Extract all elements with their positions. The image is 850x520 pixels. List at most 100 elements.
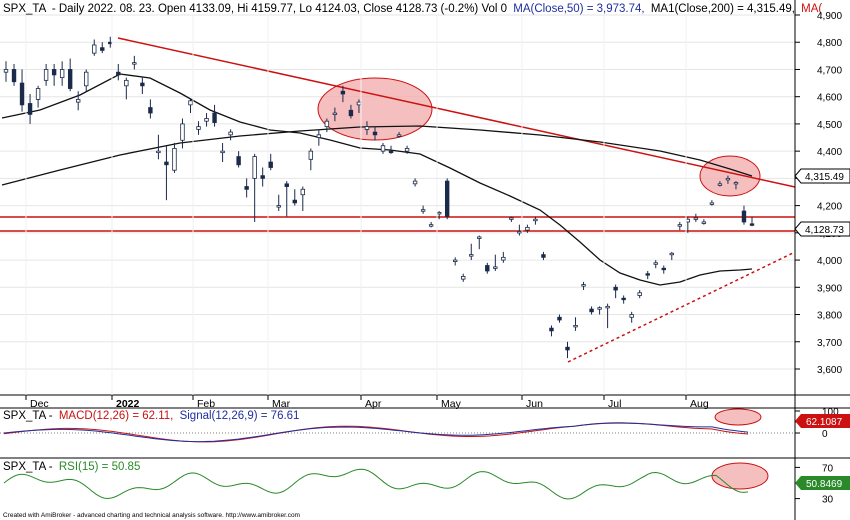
- svg-text:SPX_TA - RSI(15) = 50.85: SPX_TA - RSI(15) = 50.85: [3, 461, 140, 473]
- close-price-tag: 4,128.73: [794, 221, 850, 237]
- candle-body: [75, 99, 81, 103]
- candle-body: [11, 69, 17, 83]
- candle-body: [501, 256, 506, 261]
- candle-body: [589, 308, 594, 313]
- candle: [67, 58, 73, 92]
- candle-body: [605, 305, 610, 309]
- moving-averages: [1, 73, 753, 286]
- candle: [188, 99, 193, 114]
- month-label: 2022: [116, 398, 140, 410]
- rsi-axis-label: 30: [822, 495, 834, 506]
- candle-body: [236, 156, 241, 166]
- candle: [444, 178, 450, 220]
- candle-body: [300, 188, 305, 196]
- candle: [477, 235, 482, 250]
- candle: [364, 121, 370, 135]
- candle-body: [693, 217, 699, 220]
- candle: [332, 107, 338, 122]
- candle: [613, 284, 618, 299]
- candle-body: [92, 44, 97, 54]
- candle: [164, 145, 169, 201]
- price-axis-label: 4,900: [817, 11, 842, 22]
- candle-body: [581, 284, 586, 287]
- price-axis-label: 4,000: [817, 256, 842, 267]
- candle: [260, 167, 265, 187]
- candle-body: [292, 199, 297, 204]
- candle-body: [380, 145, 386, 152]
- candle: [709, 200, 715, 206]
- candle-body: [140, 82, 145, 87]
- highlight-ellipse-august: [699, 155, 761, 197]
- candle-body: [196, 126, 201, 130]
- rsi-title-prefix: SPX_TA -: [3, 461, 53, 473]
- month-axis: Dec 2022 Feb Mar Apr May Jun Jul Aug: [25, 15, 709, 410]
- candle-body: [156, 150, 161, 154]
- candle-body: [340, 90, 346, 95]
- candle: [212, 104, 217, 127]
- candle: [597, 306, 602, 315]
- candle-body: [316, 134, 322, 138]
- candle-body: [444, 180, 450, 217]
- candle-body: [19, 82, 25, 106]
- candle-body: [412, 180, 418, 185]
- candle: [749, 216, 755, 227]
- highlight-ellipses: [317, 77, 769, 490]
- uptrend-support-line: [567, 251, 796, 363]
- candle-body: [621, 297, 626, 301]
- candle: [669, 251, 674, 261]
- candle: [420, 205, 426, 214]
- candle: [124, 77, 129, 100]
- candle-body: [717, 183, 723, 186]
- candle-body: [741, 210, 747, 223]
- ma200-line: [1, 125, 753, 186]
- candle-body: [541, 254, 546, 258]
- candle-body: [653, 262, 658, 265]
- candle: [549, 325, 554, 337]
- candle: [565, 341, 570, 359]
- candle: [19, 69, 25, 112]
- month-label: Jul: [608, 398, 621, 410]
- price-candles: [3, 36, 755, 359]
- candle-body: [557, 316, 562, 321]
- candle-body: [324, 120, 330, 128]
- candle: [380, 142, 386, 154]
- price-axis-label: 4,800: [817, 38, 842, 49]
- candle: [196, 121, 201, 135]
- candle: [525, 224, 530, 233]
- candle: [276, 194, 281, 212]
- candle: [725, 175, 731, 184]
- price-axis-label: 3,600: [817, 365, 842, 376]
- macd-title-prefix: SPX_TA -: [3, 410, 53, 422]
- candle: [396, 132, 402, 138]
- candle: [100, 42, 105, 54]
- candle: [340, 85, 346, 103]
- candle: [75, 91, 81, 111]
- candle-body: [517, 231, 522, 234]
- price-axis-label: 3,700: [817, 338, 842, 349]
- candle-body: [461, 276, 466, 280]
- candle: [637, 290, 642, 299]
- candle-body: [348, 109, 354, 117]
- candle-body: [164, 161, 169, 166]
- candle: [116, 64, 121, 81]
- candle-body: [116, 71, 121, 76]
- candle: [461, 273, 466, 282]
- candle-body: [364, 126, 370, 130]
- candle: [300, 186, 305, 212]
- candle: [156, 134, 161, 160]
- header-ma50: MA(Close,50) = 3,973.74,: [513, 3, 644, 15]
- candle: [220, 142, 225, 163]
- candle: [453, 257, 458, 266]
- ma50-line: [1, 73, 753, 286]
- candle: [140, 77, 145, 94]
- candle-body: [252, 156, 257, 179]
- candle: [701, 219, 707, 225]
- header-symbol: SPX_TA: [3, 3, 47, 15]
- price-grid: [0, 14, 795, 370]
- candle-body: [84, 71, 89, 87]
- candle-body: [228, 131, 233, 136]
- header-info: - Daily 2022. 08. 23. Open 4133.09, Hi 4…: [52, 3, 507, 15]
- macd-line: [3, 422, 749, 443]
- header-ma200: MA1(Close,200) = 4,315.49,: [651, 3, 795, 15]
